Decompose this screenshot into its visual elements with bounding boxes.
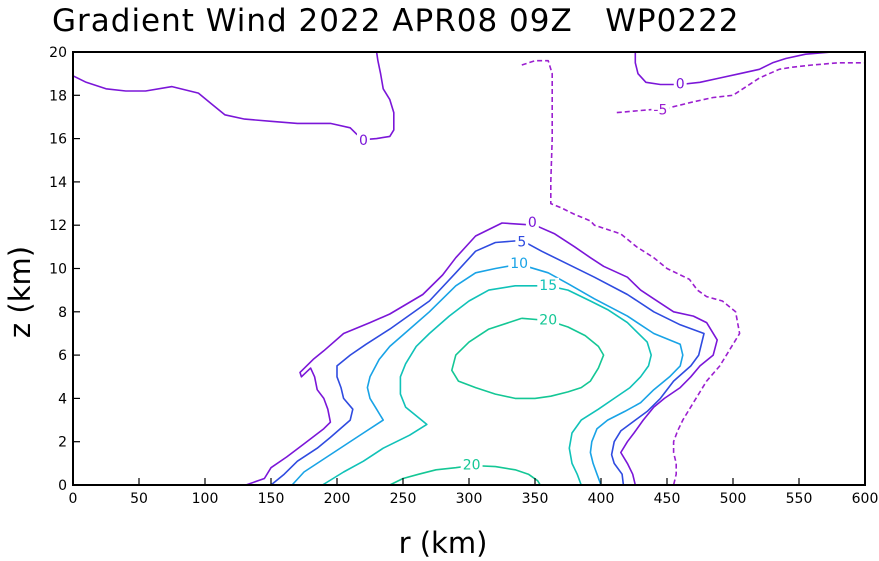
- x-tick-label: 200: [324, 491, 351, 507]
- contour-label: 15: [539, 278, 557, 294]
- y-tick-label: 8: [58, 305, 67, 321]
- contour-label: 0: [676, 76, 685, 92]
- x-tick-label: 550: [786, 491, 813, 507]
- x-tick-label: 450: [654, 491, 681, 507]
- x-tick-label: 400: [588, 491, 615, 507]
- y-axis-ticks: 0 2 4 6 8 10 12 14 16 18 20: [49, 45, 80, 494]
- contour-label: 5: [517, 235, 526, 251]
- x-tick-label: 500: [720, 491, 747, 507]
- x-tick-label: 50: [130, 491, 148, 507]
- x-tick-label: 600: [852, 491, 879, 507]
- x-tick-label: 250: [390, 491, 417, 507]
- x-axis-label: r (km): [399, 526, 488, 560]
- y-tick-label: 6: [58, 348, 67, 364]
- contour-label: 20: [539, 312, 557, 328]
- plot-frame: [72, 51, 866, 486]
- y-tick-label: 4: [58, 391, 67, 407]
- x-tick-label: 150: [258, 491, 285, 507]
- contour-label-background: [460, 457, 483, 474]
- y-tick-label: 18: [49, 88, 67, 104]
- contour-label-background: [673, 76, 687, 93]
- x-tick-label: 100: [192, 491, 219, 507]
- contour-label: -5: [653, 102, 667, 118]
- y-axis-label: z (km): [3, 246, 37, 338]
- y-tick-label: 2: [58, 435, 67, 451]
- contour-lines: [72, 51, 865, 486]
- x-tick-label: 0: [69, 491, 78, 507]
- contour-label: 0: [528, 215, 537, 231]
- contour-line-level-10: [291, 263, 684, 486]
- y-tick-label: 14: [49, 175, 67, 191]
- x-tick-label: 300: [456, 491, 483, 507]
- contour-label: 10: [510, 256, 528, 272]
- contour-line-level-5: [270, 239, 705, 486]
- contour-line-level-0: [634, 51, 833, 86]
- contour-line-level-15: [322, 285, 652, 486]
- contour-line-level-20: [451, 317, 605, 400]
- contour-label-background: [651, 102, 670, 119]
- contour-label-background: [515, 234, 529, 251]
- contour-label-background: [356, 132, 370, 149]
- x-tick-label: 350: [522, 491, 549, 507]
- y-tick-label: 20: [49, 45, 67, 61]
- contour-label-background: [525, 215, 539, 232]
- y-tick-label: 10: [49, 262, 67, 278]
- chart-title: Gradient Wind 2022 APR08 09Z WP0222: [52, 3, 740, 39]
- contour-line-level-0: [245, 222, 718, 486]
- contour-line-level-0: [72, 51, 395, 141]
- y-tick-label: 16: [49, 132, 67, 148]
- contour-label: 20: [463, 458, 481, 474]
- y-tick-label: 12: [49, 218, 67, 234]
- x-axis-ticks: 0 50 100 150 200 250 300 350 400 450 500 550 600: [69, 478, 879, 507]
- contour-label-background: [537, 312, 560, 329]
- contour-line-level--5: [521, 59, 741, 486]
- contour-label-background: [537, 277, 560, 294]
- contour-label-background: [508, 256, 531, 273]
- y-tick-label: 0: [58, 478, 67, 494]
- contour-label: 0: [359, 133, 368, 149]
